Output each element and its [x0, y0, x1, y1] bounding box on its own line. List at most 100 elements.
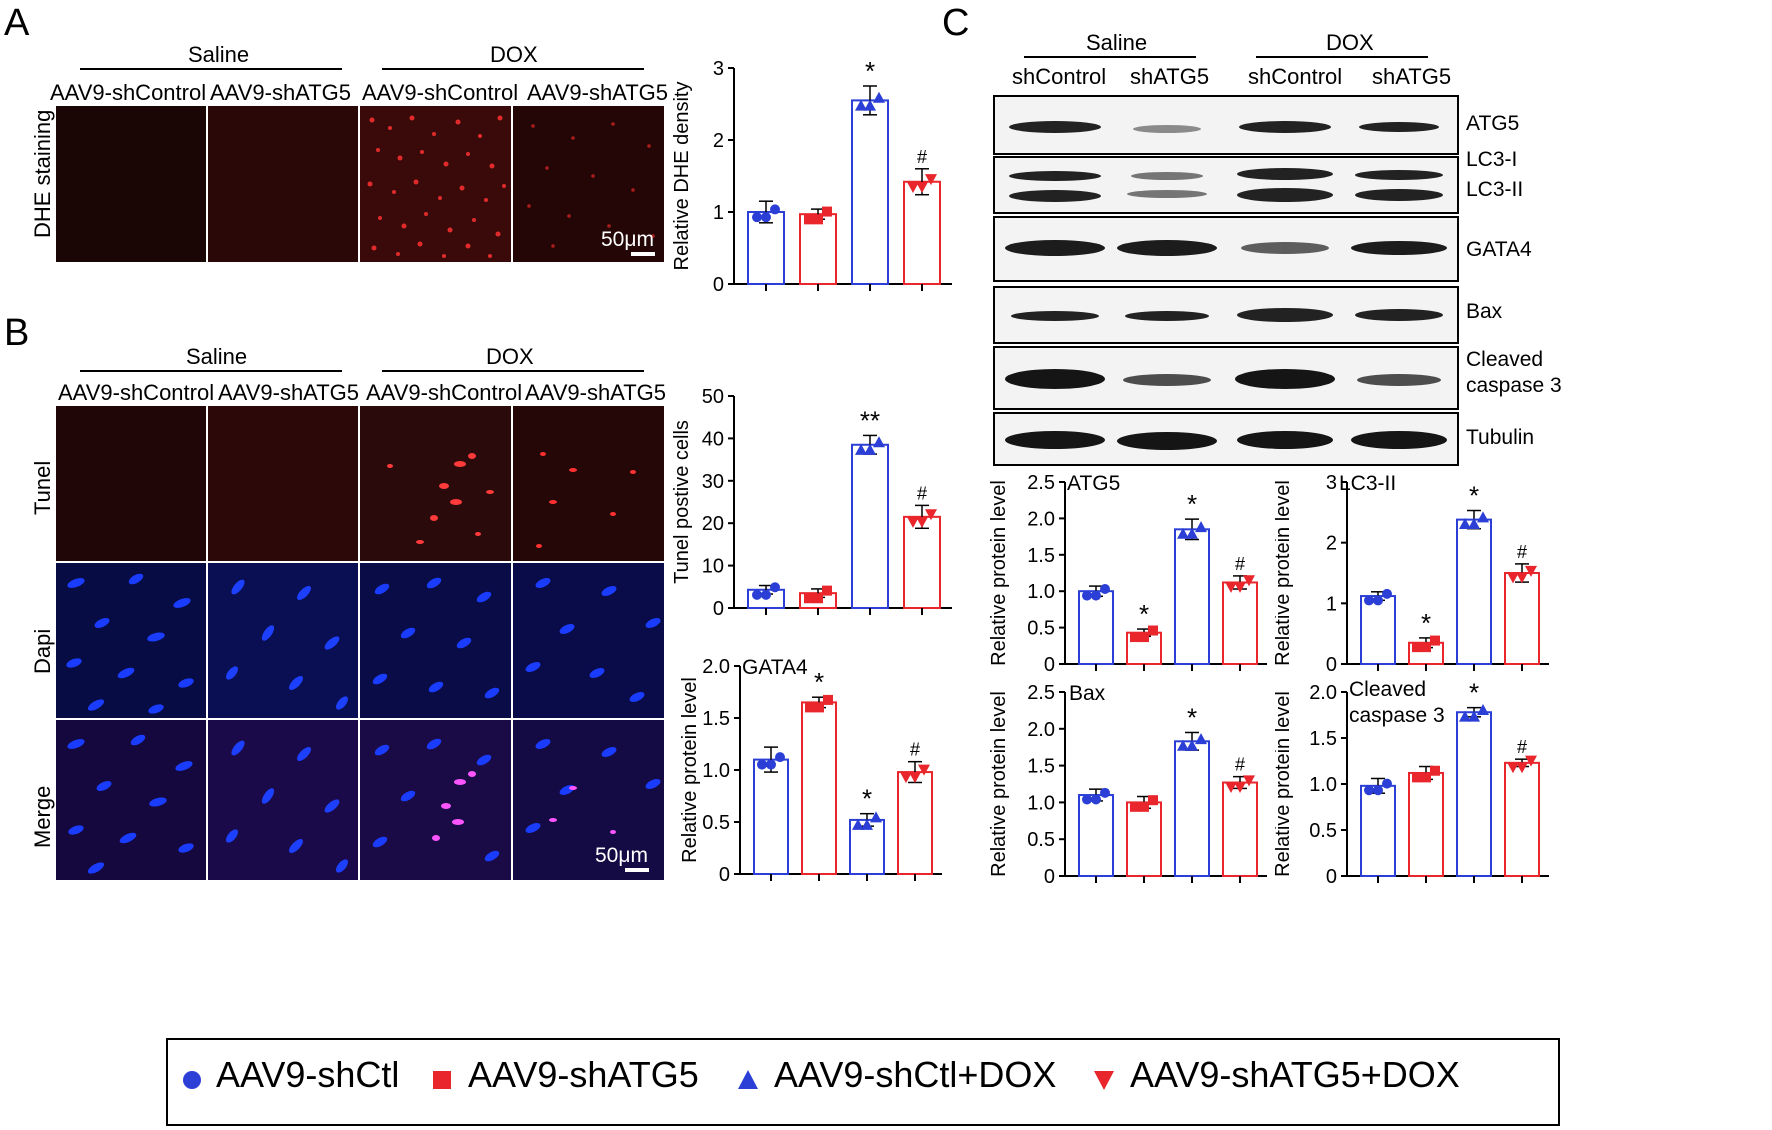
legend: AAV9-shCtl AAV9-shATG5 AAV9-shCtl+DOX AA…	[166, 1038, 1560, 1126]
panel-b-saline-line	[80, 370, 342, 372]
y-tick-label: 1.5	[1027, 756, 1055, 778]
data-point	[1195, 733, 1207, 745]
bar	[1222, 781, 1258, 877]
significance-mark: *	[865, 56, 875, 86]
significance-mark: #	[1517, 542, 1527, 562]
data-point	[1421, 642, 1431, 653]
chart-title: ATG5	[1067, 472, 1120, 495]
y-tick-label: 20	[702, 513, 724, 535]
bar	[1408, 771, 1444, 877]
y-tick-label: 1.5	[1309, 728, 1337, 750]
data-point	[770, 582, 780, 593]
data-point	[916, 181, 928, 193]
merge-image-3	[360, 720, 511, 880]
y-tick-label: 1.0	[1309, 774, 1337, 796]
y-tick-label: 30	[702, 471, 724, 493]
data-point	[873, 91, 885, 103]
panel-b-row-tunel: Tunel	[30, 460, 55, 515]
bar	[1504, 572, 1540, 665]
panel-c-letter: C	[942, 2, 970, 44]
y-tick-label: 2.0	[1309, 682, 1337, 704]
data-point	[1130, 801, 1140, 812]
blot-tubulin	[993, 412, 1459, 466]
significance-mark: *	[1469, 481, 1479, 511]
significance-mark: *	[1187, 702, 1197, 732]
blot-atg5	[993, 95, 1459, 155]
panel-c-col-1: shControl	[1012, 64, 1107, 89]
panel-b-row-dapi: Dapi	[30, 628, 55, 674]
significance-mark: #	[917, 147, 927, 167]
y-axis-label: Relative protein level	[1275, 480, 1294, 666]
data-point	[918, 764, 930, 776]
panel-c-saline-label: Saline	[1086, 30, 1148, 55]
legend-marker-inverted-triangle-icon	[1094, 1071, 1114, 1090]
significance-mark: *	[862, 784, 872, 814]
dhe-image-2	[208, 106, 358, 262]
blot-tubulin-bands	[1005, 431, 1447, 450]
data-point	[1148, 625, 1158, 636]
data-point	[1225, 781, 1237, 793]
data-point	[907, 181, 919, 193]
panel-a-letter: A	[4, 2, 30, 44]
data-point	[1507, 572, 1519, 584]
blot-gata4-bands	[1005, 240, 1447, 256]
chart-casp3: 0 0.5 1.0 1.5 2.0 Relative protein level Cleav…	[1275, 678, 1549, 888]
data-point	[1139, 632, 1149, 643]
bar	[801, 701, 837, 876]
tunel-image-2	[208, 406, 358, 561]
bar	[897, 771, 933, 875]
y-axis-label: Tunel postive cells	[671, 420, 693, 584]
data-point	[1382, 778, 1392, 789]
data-point	[855, 99, 867, 111]
data-point	[770, 204, 780, 215]
y-tick-label: 0	[713, 598, 724, 620]
dapi-image-1-nuclei	[66, 573, 194, 714]
chart-lc3: 0 1 2 3 Relative protein level LC3-II * * #	[1275, 472, 1549, 673]
y-tick-label: 2.5	[1027, 682, 1055, 704]
panel-c-col-3: shControl	[1248, 64, 1343, 89]
data-point	[1364, 595, 1374, 606]
data-point	[1186, 527, 1198, 539]
tunel-image-4-spots	[536, 452, 636, 548]
blot-label-lc3-ii: LC3-II	[1466, 178, 1524, 201]
blot-label-tubulin: Tubulin	[1466, 426, 1535, 449]
data-point	[1373, 785, 1383, 796]
y-tick-label: 2.0	[1027, 508, 1055, 530]
legend-item-1: AAV9-shCtl	[216, 1054, 400, 1095]
chart-title: Bax	[1069, 682, 1106, 705]
significance-mark: #	[1517, 737, 1527, 757]
panel-b-col-1: AAV9-shControl	[58, 380, 215, 405]
bar	[851, 443, 889, 610]
panel-c-saline-line	[1024, 56, 1196, 58]
data-point	[1243, 775, 1255, 787]
data-point	[1234, 581, 1246, 593]
y-axis-label: Relative DHE density	[671, 82, 693, 271]
significance-mark: *	[1469, 678, 1479, 708]
bar	[1504, 761, 1540, 877]
data-point	[1430, 635, 1440, 646]
data-point	[1373, 595, 1383, 606]
merge-image-2-nuclei	[226, 740, 348, 873]
merge-image-4: 50μm	[513, 720, 664, 880]
data-point	[813, 593, 823, 604]
data-point	[775, 752, 785, 763]
bar	[753, 758, 789, 875]
tunel-image-4	[513, 406, 664, 561]
blot-label-lc3-i: LC3-I	[1466, 148, 1518, 171]
panel-c-col-4: shATG5	[1372, 64, 1452, 89]
panel-b-scale-bar	[625, 868, 649, 872]
data-point	[852, 818, 864, 830]
data-point	[1430, 765, 1440, 776]
y-tick-label: 1.0	[1027, 792, 1055, 814]
data-point	[855, 443, 867, 455]
chart-title: LC3-II	[1339, 472, 1396, 495]
data-point	[1100, 584, 1110, 595]
significance-mark: #	[917, 483, 927, 503]
panel-b-saline-label: Saline	[186, 344, 248, 369]
data-point	[752, 212, 762, 223]
dhe-image-4-spots	[527, 122, 655, 248]
blot-atg5-bands	[1009, 121, 1439, 133]
panel-b-row-merge: Merge	[30, 785, 55, 848]
data-point	[814, 702, 824, 713]
data-point	[1243, 575, 1255, 587]
